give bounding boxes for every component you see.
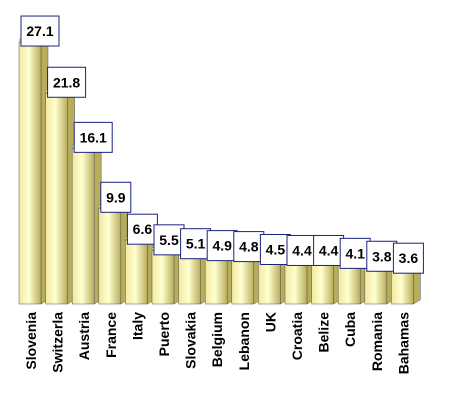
bar-front	[231, 257, 255, 305]
value-label-text: 4.1	[345, 245, 365, 261]
category-label-belize: Belize	[316, 312, 332, 353]
value-label-text: 4.9	[212, 238, 232, 254]
value-label-text: 27.1	[26, 23, 53, 39]
value-label-15: 3.6	[392, 242, 424, 274]
value-label-box	[366, 240, 398, 272]
value-labels-layer: 27.1 21.8 16.1 9.9 6.6 5.5 5.1 4.9 4.8 4.5 4.4 4.4 4…	[20, 15, 424, 274]
value-label-text: 4.4	[292, 242, 312, 258]
value-label-text: 6.6	[133, 221, 153, 237]
bar-front	[98, 208, 122, 305]
value-label-11: 4.4	[286, 234, 318, 266]
bar-front	[391, 268, 414, 305]
category-label-lebanon: Lebanon	[236, 312, 252, 370]
value-label-5: 6.6	[126, 213, 158, 245]
value-label-box	[100, 181, 132, 213]
bar-front	[337, 264, 361, 305]
bar-italy	[125, 234, 155, 305]
category-label-cuba: Cuba	[342, 312, 358, 347]
value-label-4: 9.9	[100, 181, 132, 213]
category-label-romania: Romania	[369, 312, 385, 371]
value-label-text: 4.8	[239, 239, 259, 255]
bar-switzerla	[45, 87, 75, 305]
value-label-text: 3.8	[372, 248, 392, 264]
bar-front	[284, 261, 308, 305]
value-label-box	[20, 15, 60, 47]
category-label-france: France	[103, 312, 119, 358]
bar-front	[364, 267, 388, 305]
category-label-uk: UK	[262, 312, 278, 332]
bar-front	[71, 148, 95, 305]
category-label-austria: Austria	[76, 312, 92, 360]
bar-france	[98, 202, 129, 305]
category-labels-layer: Slovenia Switzerla Austria France Italy Puert…	[23, 312, 411, 374]
category-label-belgium: Belgium	[209, 312, 225, 367]
value-label-text: 5.1	[186, 236, 206, 252]
value-label-box	[233, 231, 265, 263]
value-label-box	[73, 121, 113, 153]
value-label-13: 4.1	[339, 237, 371, 269]
category-label-slovenia: Slovenia	[23, 312, 39, 370]
value-label-text: 4.4	[319, 242, 339, 258]
category-label-switzerla: Switzerla	[50, 312, 66, 373]
value-label-text: 16.1	[80, 129, 107, 145]
category-label-croatia: Croatia	[289, 312, 305, 360]
bar-slovenia	[18, 36, 49, 305]
value-label-box	[153, 224, 185, 256]
value-label-text: 4.5	[266, 242, 286, 258]
value-label-text: 3.6	[399, 250, 419, 266]
bar-front	[45, 93, 68, 305]
value-label-9: 4.8	[233, 231, 265, 263]
category-label-italy: Italy	[129, 312, 145, 340]
bar-front	[178, 254, 201, 305]
value-label-8: 4.9	[206, 230, 238, 262]
bar-front	[258, 260, 281, 305]
category-label-bahamas: Bahamas	[395, 312, 411, 374]
value-label-3: 16.1	[73, 121, 113, 153]
value-label-box	[392, 242, 424, 274]
category-label-slovakia: Slovakia	[183, 312, 199, 369]
bar-front	[204, 256, 228, 305]
value-label-2: 21.8	[47, 66, 87, 98]
bar-front	[311, 261, 334, 305]
category-label-puerto: Puerto	[156, 312, 172, 356]
bar-front	[125, 239, 148, 305]
value-label-box	[180, 228, 212, 260]
value-label-6: 5.5	[153, 224, 185, 256]
value-label-text: 21.8	[53, 74, 80, 90]
value-label-1: 27.1	[20, 15, 60, 47]
bar-austria	[71, 142, 102, 305]
bar-front	[151, 250, 175, 305]
value-label-box	[286, 234, 318, 266]
value-label-12: 4.4	[313, 234, 345, 266]
value-label-text: 5.5	[159, 232, 179, 248]
value-label-7: 5.1	[180, 228, 212, 260]
value-label-text: 9.9	[106, 189, 126, 205]
value-label-10: 4.5	[259, 234, 291, 265]
bar-front	[18, 41, 42, 305]
value-label-14: 3.8	[366, 240, 398, 272]
value-label-box	[47, 66, 87, 98]
